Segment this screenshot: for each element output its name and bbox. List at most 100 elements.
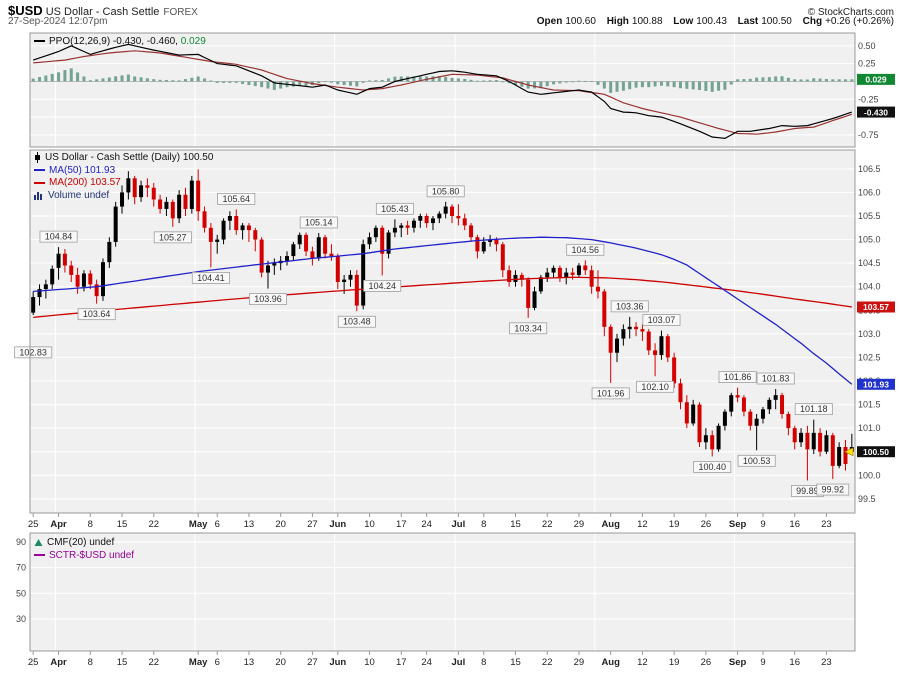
cmf-legend: CMF(20) undef SCTR-$USD undef — [34, 537, 134, 562]
svg-text:0.50: 0.50 — [858, 41, 876, 51]
svg-text:105.43: 105.43 — [381, 204, 409, 214]
svg-text:101.86: 101.86 — [724, 372, 752, 382]
ma50-swatch — [34, 169, 45, 171]
cmf-legend-row: CMF(20) undef — [34, 537, 134, 550]
svg-text:-0.430: -0.430 — [864, 107, 888, 117]
quote-line: Open 100.60 High 100.88 Low 100.43 Last 100.… — [529, 16, 894, 27]
ppo-line — [33, 43, 852, 140]
volume-legend: Volume undef — [48, 189, 110, 201]
chart-title: US Dollar - Cash Settle — [45, 6, 160, 18]
svg-text:15: 15 — [117, 519, 128, 530]
right-axis: 99.5100.0100.5101.0101.5102.0102.5103.01… — [844, 41, 895, 504]
ma200-line — [33, 276, 852, 319]
svg-text:29: 29 — [574, 657, 585, 668]
svg-text:17: 17 — [396, 519, 407, 530]
ma50-line — [33, 236, 853, 385]
svg-text:22: 22 — [542, 519, 553, 530]
svg-text:8: 8 — [88, 519, 93, 530]
svg-text:Sep: Sep — [729, 657, 747, 668]
svg-text:6: 6 — [215, 519, 220, 530]
svg-text:25: 25 — [28, 657, 39, 668]
panel-borders — [29, 32, 856, 652]
svg-text:Aug: Aug — [601, 519, 620, 530]
svg-text:100.53: 100.53 — [743, 456, 771, 466]
svg-text:101.93: 101.93 — [863, 380, 889, 390]
svg-text:22: 22 — [148, 519, 159, 530]
svg-text:24: 24 — [421, 519, 432, 530]
x-axis-labels: 25 25 Apr Apr 8 8 15 15 22 22 May May 6 6 13 13 20 20 27 27… — [28, 513, 832, 668]
ppo-histogram-value: 0.029 — [180, 36, 206, 47]
svg-text:101.96: 101.96 — [597, 388, 625, 398]
svg-text:0.029: 0.029 — [865, 75, 887, 85]
main-legend: US Dollar - Cash Settle (Daily) 100.50 M… — [34, 152, 213, 202]
svg-text:Jul: Jul — [451, 519, 465, 530]
svg-text:103.36: 103.36 — [616, 301, 644, 311]
chart-header: $USD US Dollar - Cash Settle FOREX © Stock… — [8, 2, 894, 20]
svg-text:30: 30 — [16, 614, 26, 624]
copyright: © StockCharts.com — [807, 7, 894, 18]
ppo-line-swatch — [34, 40, 45, 43]
svg-text:105.64: 105.64 — [222, 194, 250, 204]
svg-text:22: 22 — [148, 657, 159, 668]
svg-text:Aug: Aug — [601, 657, 620, 668]
svg-text:104.84: 104.84 — [45, 232, 73, 242]
main-legend-last: 100.50 — [182, 152, 214, 164]
quote-chg-label: Chg — [802, 16, 823, 27]
ma200-legend-row: MA(200) 103.57 — [34, 177, 213, 190]
timestamp: 27-Sep-2024 12:07pm — [8, 16, 108, 27]
symbol: $USD — [8, 3, 43, 18]
ppo-signal-line — [33, 50, 852, 135]
svg-text:102.83: 102.83 — [19, 347, 47, 357]
svg-text:90: 90 — [16, 537, 26, 547]
quote-last-value: 100.50 — [761, 16, 792, 27]
svg-text:Jul: Jul — [451, 657, 465, 668]
quote-open-value: 100.60 — [565, 16, 596, 27]
svg-text:103.48: 103.48 — [343, 317, 371, 327]
svg-text:102.10: 102.10 — [641, 382, 669, 392]
svg-text:106.0: 106.0 — [858, 187, 881, 197]
svg-text:105.5: 105.5 — [858, 211, 881, 221]
svg-text:106.5: 106.5 — [858, 164, 881, 174]
svg-text:16: 16 — [789, 657, 800, 668]
volume-bars-icon — [34, 191, 42, 200]
svg-text:70: 70 — [16, 563, 26, 573]
sctr-legend-text: SCTR-$USD undef — [49, 549, 135, 561]
svg-text:99.92: 99.92 — [822, 485, 845, 495]
last-price-marker — [844, 447, 854, 457]
quote-last-label: Last — [737, 16, 759, 27]
svg-text:19: 19 — [669, 519, 680, 530]
svg-text:103.34: 103.34 — [514, 323, 542, 333]
ma50-legend: MA(50) 101.93 — [49, 164, 116, 176]
svg-text:15: 15 — [510, 519, 521, 530]
svg-text:Jun: Jun — [329, 519, 346, 530]
cmf-left-axis: 90 70 50 30 — [16, 537, 26, 624]
svg-text:8: 8 — [481, 519, 486, 530]
svg-text:23: 23 — [821, 519, 832, 530]
svg-text:Apr: Apr — [50, 519, 67, 530]
svg-text:Apr: Apr — [50, 657, 67, 668]
svg-text:17: 17 — [396, 657, 407, 668]
svg-text:6: 6 — [215, 657, 220, 668]
ppo-histogram — [31, 68, 854, 93]
svg-text:104.41: 104.41 — [197, 273, 225, 283]
svg-text:0.25: 0.25 — [858, 59, 876, 69]
svg-text:104.0: 104.0 — [858, 282, 881, 292]
exchange-label: FOREX — [163, 7, 198, 18]
svg-text:May: May — [189, 519, 208, 530]
ma200-legend: MA(200) 103.57 — [49, 177, 121, 189]
sctr-swatch — [34, 553, 45, 556]
svg-text:100.0: 100.0 — [858, 470, 881, 480]
quote-high-value: 100.88 — [631, 16, 663, 27]
sctr-legend-row: SCTR-$USD undef — [34, 550, 134, 563]
svg-text:-0.25: -0.25 — [858, 94, 879, 104]
svg-text:27: 27 — [307, 657, 318, 668]
svg-text:16: 16 — [789, 519, 800, 530]
svg-text:102.5: 102.5 — [858, 352, 881, 362]
svg-text:8: 8 — [481, 657, 486, 668]
svg-text:101.83: 101.83 — [762, 374, 790, 384]
svg-text:101.5: 101.5 — [858, 400, 881, 410]
volume-legend-row: Volume undef — [34, 190, 213, 203]
svg-text:99.5: 99.5 — [858, 494, 876, 504]
cmf-legend-text: CMF(20) undef — [47, 537, 115, 548]
